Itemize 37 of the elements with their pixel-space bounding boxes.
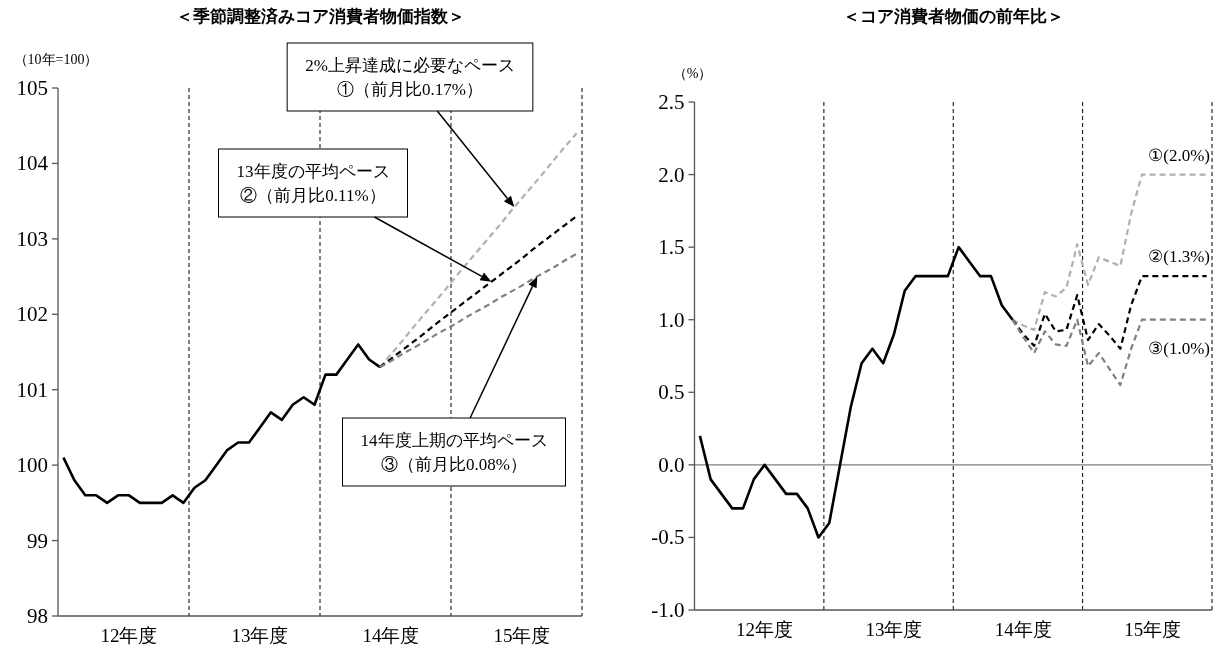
y-axis-title: （10年=100）: [13, 52, 99, 67]
line-series: [378, 252, 578, 369]
y-tick-label: 0.5: [658, 380, 685, 405]
y-tick-label: -1.0: [651, 598, 685, 622]
y-tick-label: 99: [27, 528, 48, 553]
y-tick-label: 100: [16, 453, 48, 478]
annotation: ①(2.0%): [1148, 145, 1210, 165]
y-tick-label: 2.5: [658, 90, 685, 114]
line-series: [1011, 173, 1208, 331]
annotation: ③(1.0%): [1148, 338, 1210, 358]
annotation: 13年度の平均ペース ②（前月比0.11%）: [236, 162, 390, 205]
annotation: ②(1.3%): [1148, 247, 1210, 267]
y-axis-title: （%）: [672, 66, 713, 81]
x-tick-label: 15年度: [493, 625, 551, 646]
line-series: [1011, 318, 1208, 387]
x-tick-label: 14年度: [994, 619, 1052, 640]
y-tick-label: 104: [16, 151, 49, 176]
y-tick-label: 1.5: [658, 235, 685, 260]
annotation: 14年度上期の平均ペース ③（前月比0.08%）: [360, 431, 548, 474]
y-tick-label: 103: [16, 226, 48, 251]
y-tick-label: 98: [27, 604, 48, 628]
chart-title: ＜季節調整済みコア消費者物価指数＞: [175, 7, 465, 26]
chart-title: ＜コア消費者物価の前年比＞: [842, 7, 1064, 26]
y-tick-label: 105: [16, 76, 48, 100]
y-tick-label: 1.0: [658, 307, 685, 332]
annotation: 2%上昇達成に必要なペース ①（前月比0.17%）: [305, 56, 515, 99]
x-tick-label: 12年度: [100, 625, 158, 646]
y-tick-label: 102: [16, 302, 48, 327]
x-tick-label: 13年度: [865, 619, 923, 640]
y-tick-label: 2.0: [658, 162, 685, 187]
x-tick-label: 14年度: [362, 625, 420, 646]
y-tick-label: 0.0: [658, 452, 685, 477]
y-tick-label: -0.5: [651, 525, 685, 550]
x-tick-label: 12年度: [736, 619, 794, 640]
y-tick-label: 101: [16, 377, 48, 402]
x-tick-label: 15年度: [1124, 619, 1182, 640]
x-tick-label: 13年度: [231, 625, 289, 646]
